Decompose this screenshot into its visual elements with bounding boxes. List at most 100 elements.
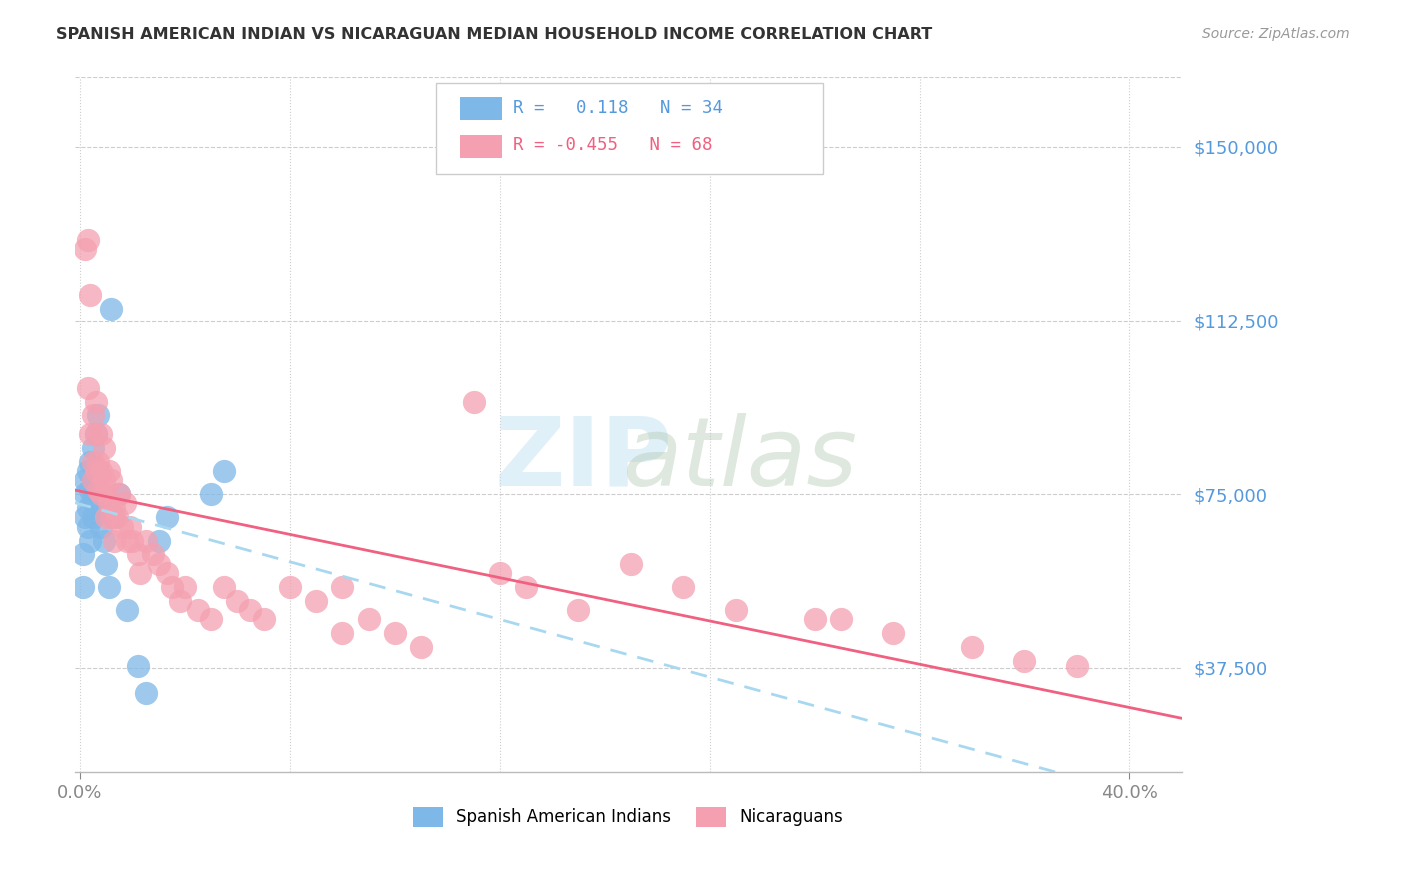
Point [103,533,125,548]
Point [105,510,128,524]
Point [174,580,197,594]
Point [93,533,115,548]
Point [305,593,328,607]
Point [96,557,118,571]
Point [87,464,110,478]
Text: R =   0.118   N = 34: R = 0.118 N = 34 [513,99,723,117]
Point [108,487,131,501]
Point [226,593,249,607]
Point [90,487,112,501]
Point [200,487,222,501]
Point [488,566,510,580]
Point [82,455,104,469]
Point [212,464,235,478]
Point [90,427,112,442]
Point [84,427,107,442]
Point [90,501,112,516]
Point [75,473,97,487]
Point [148,533,170,548]
Point [87,483,110,497]
Point [97,496,120,510]
Point [278,580,301,594]
Point [212,580,235,594]
Point [160,580,183,594]
Point [97,464,120,478]
Point [103,501,125,516]
Point [76,381,98,395]
Point [100,510,122,524]
Point [409,640,432,654]
Point [82,409,104,423]
Point [100,301,122,316]
Point [111,519,134,533]
Point [567,603,589,617]
Point [803,612,825,626]
Point [84,394,107,409]
Point [90,464,112,478]
Point [96,510,118,524]
Legend: Spanish American Indians, Nicaraguans: Spanish American Indians, Nicaraguans [406,801,851,833]
Point [79,455,101,469]
Point [1014,654,1036,668]
Point [93,441,115,455]
Point [142,548,165,562]
Point [127,658,149,673]
Point [87,455,110,469]
Point [118,519,141,533]
Point [882,626,904,640]
Point [187,603,209,617]
Point [103,510,125,524]
Point [100,473,122,487]
Text: R = -0.455   N = 68: R = -0.455 N = 68 [513,136,713,154]
Point [72,548,94,562]
Point [72,580,94,594]
Point [135,533,157,548]
Point [79,288,101,302]
Point [330,580,353,594]
Point [114,496,136,510]
Point [79,427,101,442]
Point [82,491,104,506]
Point [252,612,274,626]
Point [93,473,115,487]
Text: atlas: atlas [621,413,856,506]
Point [135,686,157,700]
Point [384,626,406,640]
Point [82,473,104,487]
Point [97,580,120,594]
Point [76,519,98,533]
Point [330,626,353,640]
Point [87,409,110,423]
Point [357,612,380,626]
Point [115,533,138,548]
Text: Source: ZipAtlas.com: Source: ZipAtlas.com [1202,27,1350,41]
Point [724,603,747,617]
Point [82,441,104,455]
Point [200,612,222,626]
Point [115,603,138,617]
Point [830,612,852,626]
Point [84,464,107,478]
Point [75,510,97,524]
Point [155,566,177,580]
Point [76,501,98,516]
Point [129,566,152,580]
Point [84,427,107,442]
Point [96,487,118,501]
Point [672,580,695,594]
Point [79,533,101,548]
Point [463,394,485,409]
Point [960,640,983,654]
Point [155,510,177,524]
Point [169,593,191,607]
Point [75,487,97,501]
Point [90,519,112,533]
Point [239,603,262,617]
Text: SPANISH AMERICAN INDIAN VS NICARAGUAN MEDIAN HOUSEHOLD INCOME CORRELATION CHART: SPANISH AMERICAN INDIAN VS NICARAGUAN ME… [56,27,932,42]
Point [76,464,98,478]
Point [84,483,107,497]
Point [82,510,104,524]
Point [620,557,643,571]
Point [75,242,97,256]
Point [76,233,98,247]
